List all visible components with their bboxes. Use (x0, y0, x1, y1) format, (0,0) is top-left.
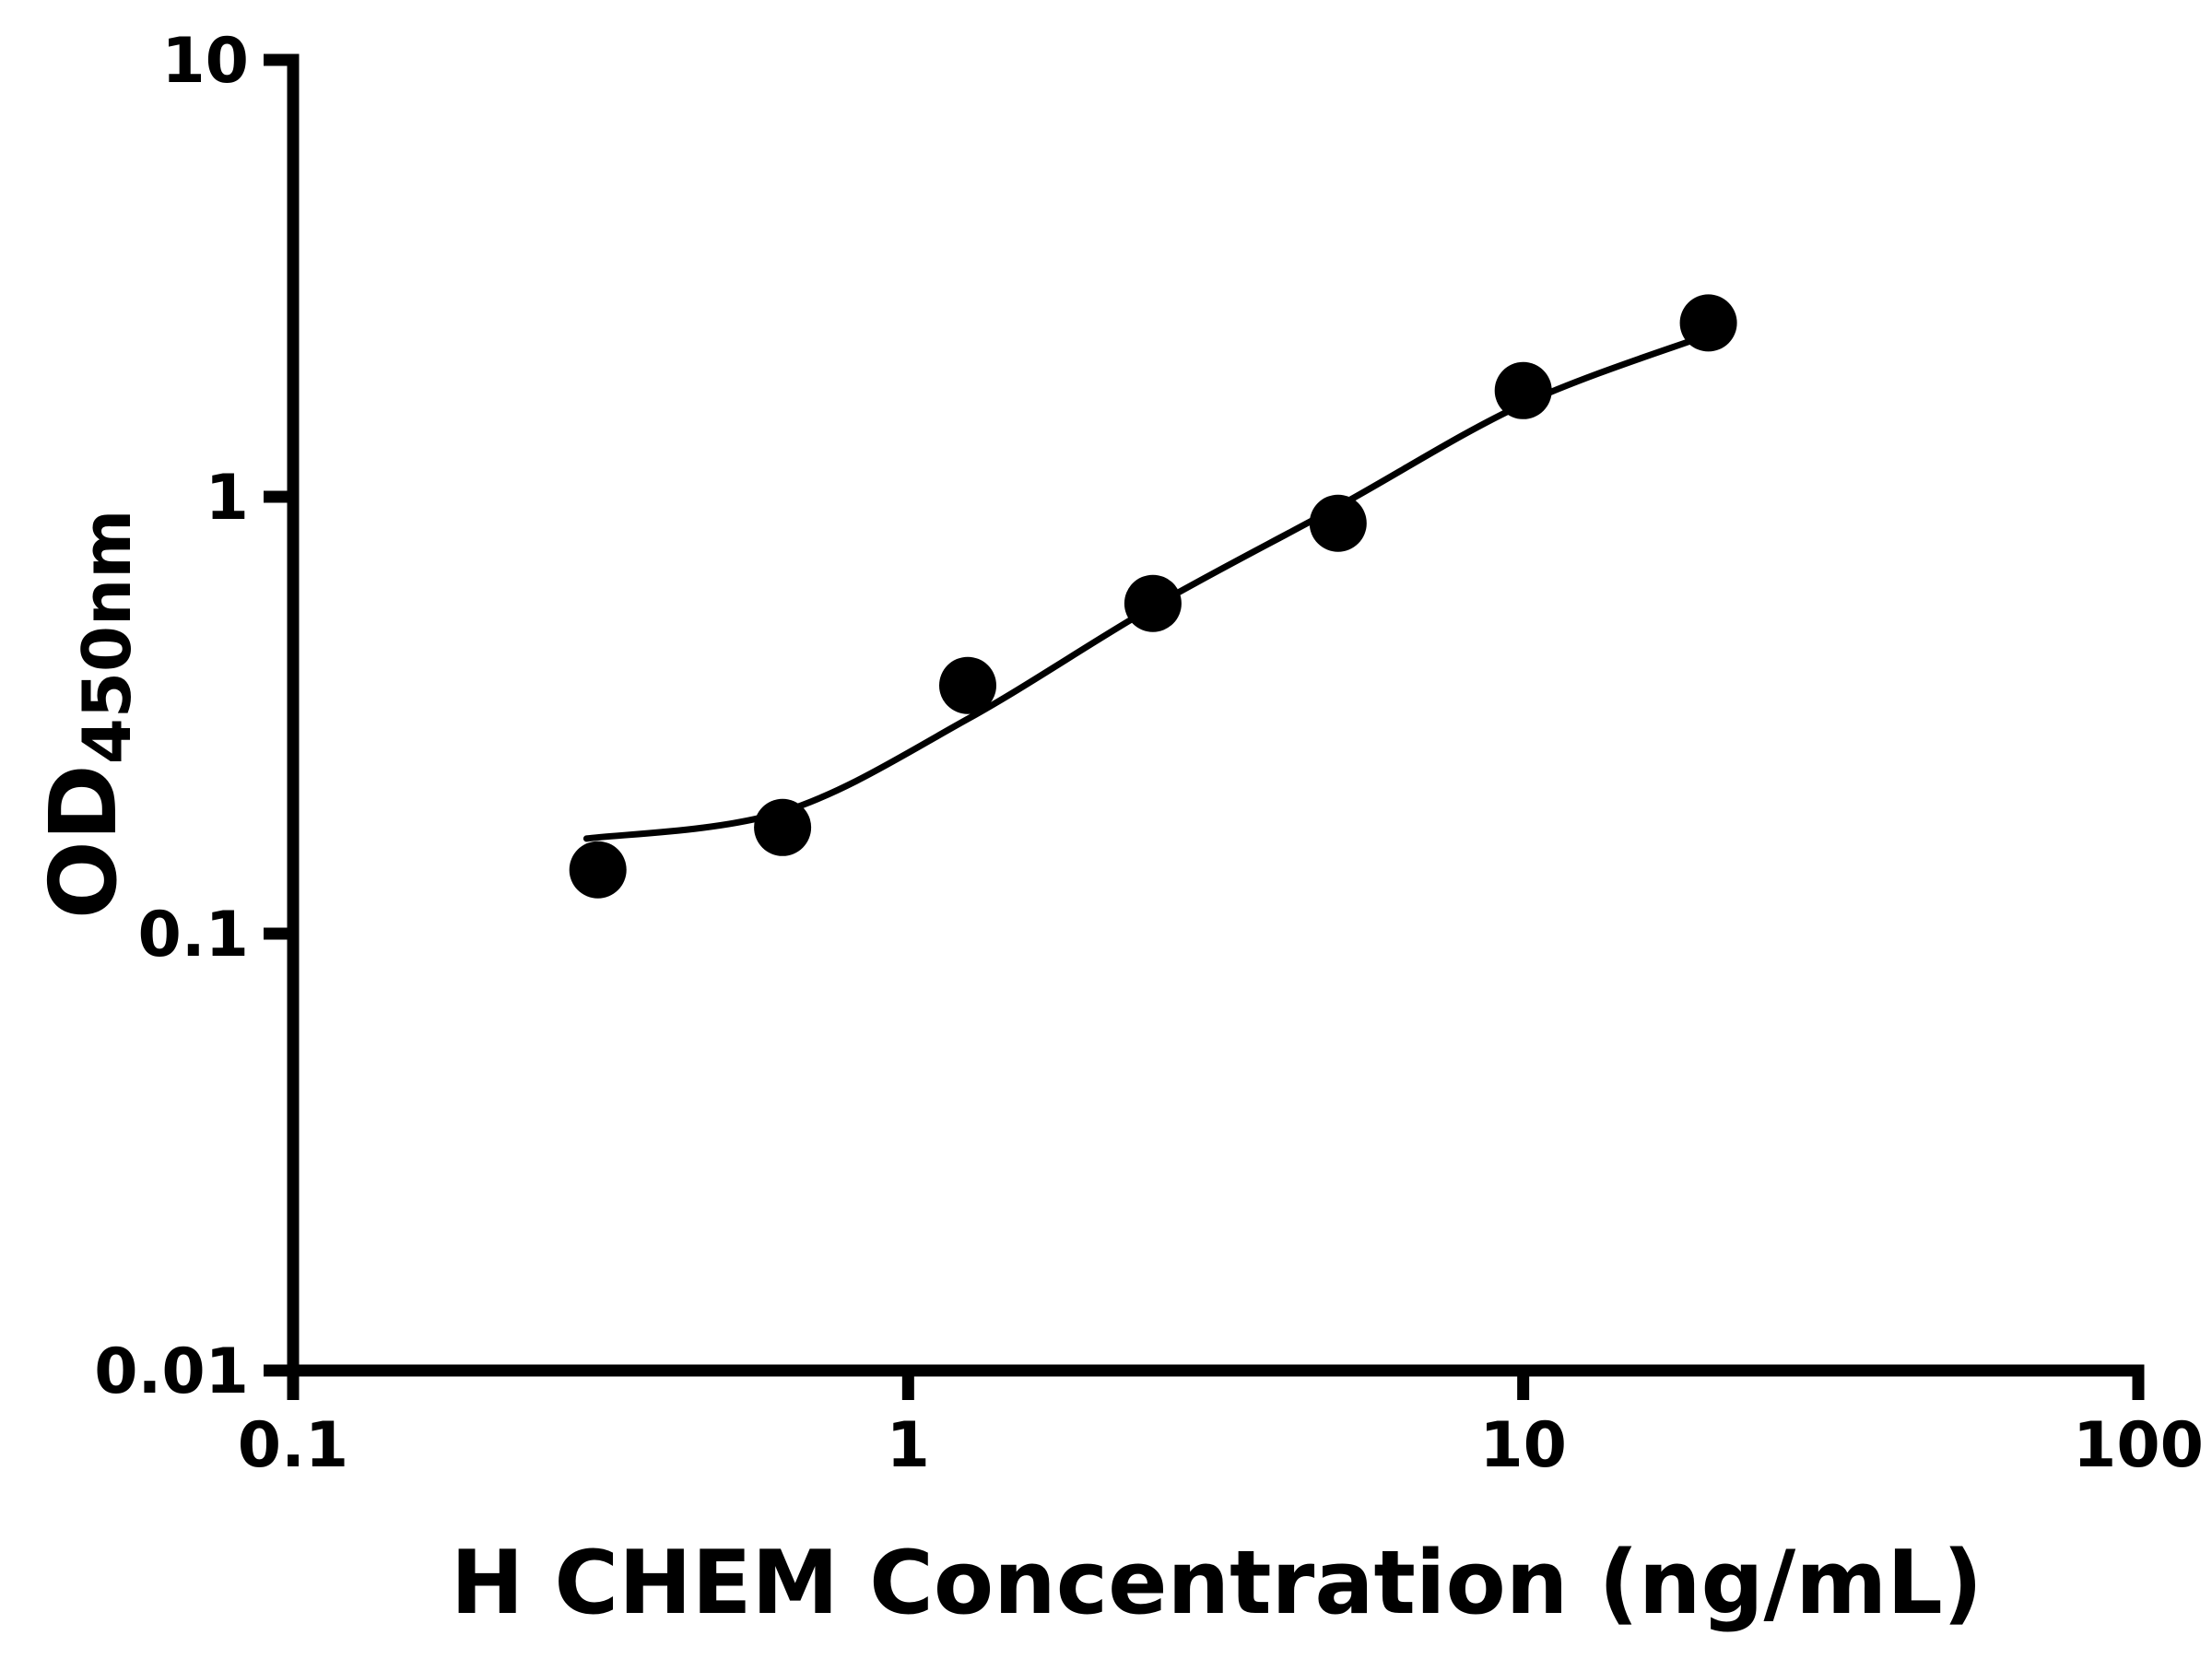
data-point-marker (754, 798, 812, 856)
axis-spines (287, 53, 2145, 1377)
data-point-marker (569, 841, 627, 899)
x-tick-label: 10 (1479, 1409, 1567, 1482)
y-axis-title-sub: 450nm (68, 510, 146, 765)
data-point-marker (1309, 494, 1367, 552)
x-tick-label: 100 (2073, 1409, 2204, 1482)
y-tick-label: 0.01 (94, 1335, 249, 1408)
x-tick-labels: 0.1 1 10 100 (238, 1409, 2204, 1482)
data-point-marker (1494, 361, 1552, 419)
y-tick-label: 1 (206, 462, 249, 535)
y-axis-title: OD450nm (29, 510, 146, 920)
data-point-marker (939, 656, 996, 714)
axes (264, 53, 2145, 1400)
x-tick-label: 1 (887, 1409, 930, 1482)
data-point-marker (1679, 294, 1737, 352)
x-tick-label: 0.1 (238, 1409, 348, 1482)
y-tick-label: 10 (161, 25, 249, 98)
y-axis-title-main: OD (29, 764, 137, 919)
data-point-marker (1124, 574, 1182, 632)
y-tick-labels: 0.01 0.1 1 10 (94, 25, 249, 1408)
y-tick-label: 0.1 (138, 899, 249, 971)
x-axis-title: H CHEM Concentration (ng/mL) (451, 1533, 1983, 1634)
standard-data-points (569, 294, 1737, 899)
svg-text:OD450nm: OD450nm (29, 510, 146, 920)
